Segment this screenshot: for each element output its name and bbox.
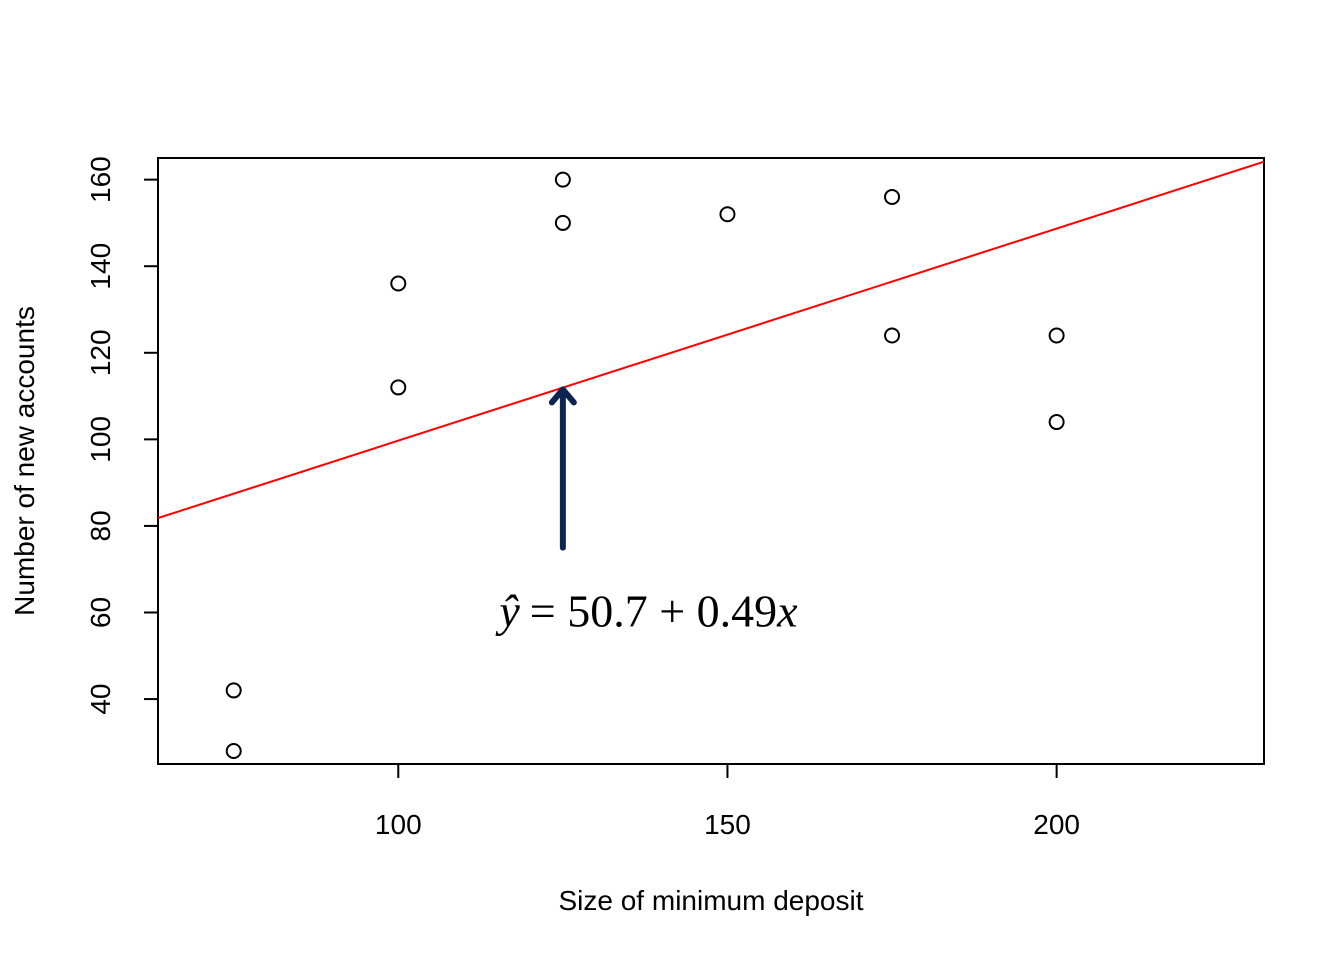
points-layer (225, 171, 1065, 760)
data-point (225, 743, 242, 760)
y-tick-label: 100 (85, 416, 116, 463)
data-point (225, 682, 242, 699)
regression-layer (158, 160, 1264, 520)
y-tick-label: 120 (85, 329, 116, 376)
regression-line (158, 160, 1264, 520)
y-tick-label: 80 (85, 510, 116, 541)
y-tick-label: 60 (85, 597, 116, 628)
y-axis-title: Number of new accounts (9, 306, 40, 616)
x-axis-title: Size of minimum deposit (558, 885, 863, 916)
data-point (884, 188, 901, 205)
equation-yhat: ŷ (495, 586, 520, 637)
x-axis: 100 150 200 (375, 763, 1080, 840)
data-point (554, 171, 571, 188)
y-tick-label: 140 (85, 243, 116, 290)
data-point (719, 206, 736, 223)
plot-frame (157, 157, 1265, 765)
y-tick-label: 40 (85, 683, 116, 714)
x-tick-label: 150 (704, 809, 751, 840)
equation-variable: x (776, 586, 798, 637)
annotation-layer: ŷ = 50.7 + 0.49x (495, 386, 798, 637)
data-point (554, 214, 571, 231)
regression-equation: ŷ = 50.7 + 0.49x (495, 586, 798, 637)
annotation-arrow-head (548, 386, 577, 406)
data-point (1048, 327, 1065, 344)
x-tick-label: 100 (375, 809, 422, 840)
x-tick-label: 200 (1033, 809, 1080, 840)
equation-body: = 50.7 + 0.49 (530, 586, 777, 637)
data-point (390, 379, 407, 396)
y-axis: 40 60 80 100 120 140 160 (85, 156, 159, 715)
data-point (884, 327, 901, 344)
data-point (1048, 414, 1065, 431)
data-point (390, 275, 407, 292)
y-tick-label: 160 (85, 156, 116, 203)
